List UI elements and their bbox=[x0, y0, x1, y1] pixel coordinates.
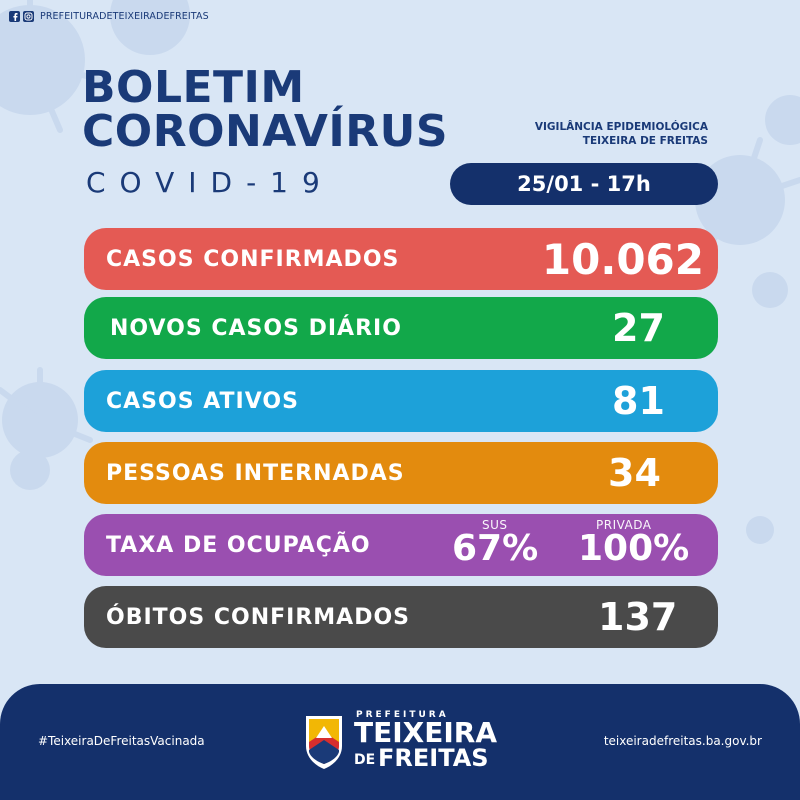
stat-label: CASOS CONFIRMADOS bbox=[106, 246, 400, 272]
instagram-icon[interactable] bbox=[23, 10, 34, 22]
sus-label: SUS bbox=[482, 518, 508, 532]
private-value: 100% bbox=[578, 528, 690, 569]
logo-prefeitura-text: PREFEITURA bbox=[356, 710, 449, 720]
stat-deaths: ÓBITOS CONFIRMADOS 137 bbox=[84, 586, 718, 648]
prefeitura-logo: PREFEITURA TEIXEIRA DE FREITAS bbox=[304, 708, 504, 774]
stat-value: 27 bbox=[612, 306, 665, 350]
facebook-icon[interactable] bbox=[9, 10, 20, 22]
stat-confirmed-cases: CASOS CONFIRMADOS 10.062 bbox=[84, 228, 718, 290]
logo-de-text: DE bbox=[354, 752, 376, 768]
stat-active-cases: CASOS ATIVOS 81 bbox=[84, 370, 718, 432]
stat-value: 81 bbox=[612, 379, 665, 423]
footer-bar bbox=[0, 684, 800, 800]
private-label: PRIVADA bbox=[596, 518, 652, 532]
date-text: 25/01 - 17h bbox=[517, 172, 651, 196]
stat-new-daily-cases: NOVOS CASOS DIÁRIO 27 bbox=[84, 297, 718, 359]
agency-line-2: TEIXEIRA DE FREITAS bbox=[582, 135, 708, 147]
logo-teixeira-text: TEIXEIRA bbox=[354, 716, 498, 749]
title-boletim: BOLETIM bbox=[82, 62, 305, 113]
stat-occupancy-rate: TAXA DE OCUPAÇÃO SUS 67% PRIVADA 100% bbox=[84, 514, 718, 576]
stat-value: 34 bbox=[608, 451, 661, 495]
social-handle[interactable]: PREFEITURADETEIXEIRADEFREITAS bbox=[40, 10, 209, 22]
stat-label: NOVOS CASOS DIÁRIO bbox=[110, 315, 402, 341]
stat-label: ÓBITOS CONFIRMADOS bbox=[106, 604, 411, 630]
hashtag-text: #TeixeiraDeFreitasVacinada bbox=[38, 734, 205, 748]
logo-freitas-text: FREITAS bbox=[378, 744, 489, 772]
title-coronavirus: CORONAVÍRUS bbox=[82, 106, 449, 157]
date-badge: 25/01 - 17h bbox=[450, 163, 718, 205]
social-bar: PREFEITURADETEIXEIRADEFREITAS bbox=[9, 9, 209, 23]
stat-hospitalized: PESSOAS INTERNADAS 34 bbox=[84, 442, 718, 504]
title-covid19: COVID-19 bbox=[86, 166, 334, 199]
stat-label: TAXA DE OCUPAÇÃO bbox=[106, 532, 371, 558]
website-link[interactable]: teixeiradefreitas.ba.gov.br bbox=[603, 734, 762, 748]
sus-value: 67% bbox=[452, 528, 539, 569]
coat-of-arms-icon bbox=[306, 716, 342, 769]
stat-label: CASOS ATIVOS bbox=[106, 388, 299, 414]
stat-label: PESSOAS INTERNADAS bbox=[106, 460, 405, 486]
agency-label: VIGILÂNCIA EPIDEMIOLÓGICA TEIXEIRA DE FR… bbox=[535, 120, 708, 148]
stat-value: 137 bbox=[598, 595, 678, 639]
stat-value: 10.062 bbox=[541, 234, 704, 284]
agency-line-1: VIGILÂNCIA EPIDEMIOLÓGICA bbox=[534, 121, 708, 133]
